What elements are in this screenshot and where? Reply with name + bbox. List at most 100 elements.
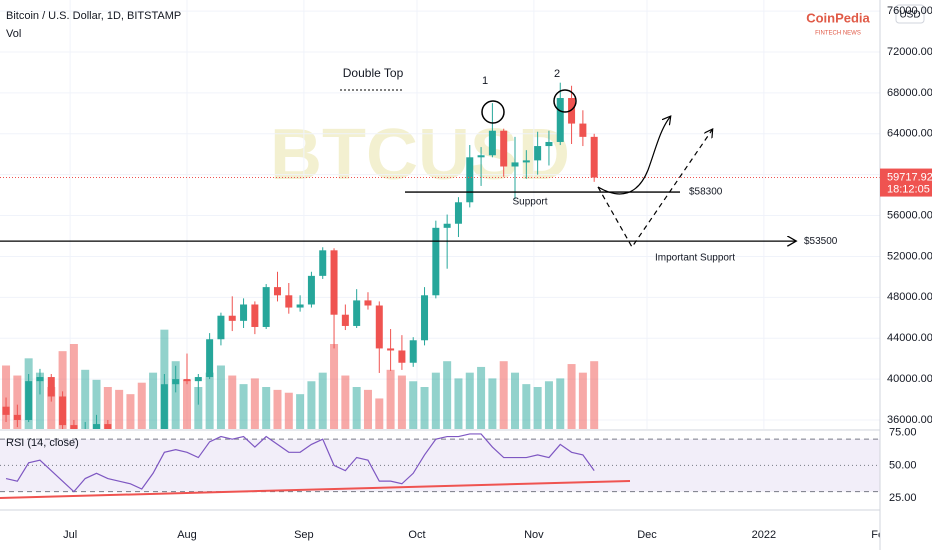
volume-bar <box>499 361 508 429</box>
y-tick-label: 40000.00 <box>887 373 932 385</box>
candle-body <box>240 304 248 321</box>
volume-bar <box>115 389 124 429</box>
y-tick-label: 72000.00 <box>887 46 932 58</box>
y-tick-label: 56000.00 <box>887 209 932 221</box>
candle-body <box>160 384 168 429</box>
candle-body <box>387 348 395 351</box>
rsi-label: RSI (14, close) <box>6 437 79 449</box>
candle-body <box>104 424 112 429</box>
x-tick-label: Nov <box>524 529 544 541</box>
circle <box>481 100 505 124</box>
volume-bar <box>183 379 192 429</box>
brand-tagline: FINTECH NEWS <box>815 31 861 37</box>
volume-bar <box>250 378 259 429</box>
y-tick-label: 64000.00 <box>887 128 932 140</box>
volume-bar <box>296 394 305 429</box>
candle-body <box>556 98 564 142</box>
volume-bar <box>352 387 361 429</box>
volume-bar <box>239 384 248 429</box>
volume-bar <box>363 389 372 429</box>
watermark: BTCUSD <box>270 115 570 195</box>
candle-body <box>500 130 508 167</box>
rsi-pane <box>0 433 880 493</box>
y-tick-label: 44000.00 <box>887 332 932 344</box>
candle-body <box>477 155 485 158</box>
y-tick-label: 36000.00 <box>887 414 932 426</box>
volume-bar <box>386 369 395 429</box>
candle-body <box>375 305 383 349</box>
candle-body <box>251 304 259 327</box>
currency-box[interactable] <box>895 4 925 24</box>
price-axis <box>880 0 932 550</box>
y-tick-label: 68000.00 <box>887 87 932 99</box>
volume-bar <box>420 387 429 429</box>
candle-body <box>217 315 225 340</box>
x-tick-label: 2022 <box>752 529 776 541</box>
candle-body <box>273 287 281 296</box>
volume-bar <box>13 375 22 429</box>
volume-bar <box>397 375 406 429</box>
volume-bar <box>590 361 599 429</box>
x-tick-label: Oct <box>408 529 425 541</box>
candle-body <box>70 425 78 429</box>
volume-bar <box>2 365 11 429</box>
volume-bar <box>567 364 576 429</box>
arrow <box>597 130 712 249</box>
volume-bar <box>228 375 237 429</box>
volume-bar <box>307 381 316 429</box>
currency[interactable]: USD <box>899 10 920 21</box>
candle-body <box>511 162 519 167</box>
circle <box>553 89 577 113</box>
candle-body <box>364 300 372 306</box>
y-tick-label: 52000.00 <box>887 250 932 262</box>
candle-body <box>466 157 474 203</box>
candle-body <box>262 287 270 327</box>
rsi-tick-label: 50.00 <box>889 459 917 471</box>
volume-bar <box>216 365 225 429</box>
annotation: Important Support <box>655 253 735 264</box>
candle-body <box>398 350 406 363</box>
last-price-box <box>880 168 932 197</box>
main-pane <box>0 0 880 429</box>
volume-bar <box>194 387 203 429</box>
y-tick-label: 76000.00 <box>887 5 932 17</box>
candle-body <box>206 339 214 378</box>
candle-body <box>47 377 55 397</box>
candle-body <box>307 275 315 305</box>
rsi-tick-label: 75.00 <box>889 427 917 439</box>
level-label: $58300 <box>689 187 723 198</box>
candle-body <box>285 295 293 308</box>
annotation: 1 <box>482 75 488 87</box>
volume-bar <box>511 372 520 429</box>
rsi-trendline <box>0 480 631 499</box>
candle-body <box>545 141 553 147</box>
candle-body <box>522 160 530 163</box>
volume-bar <box>465 372 474 429</box>
candle-body <box>432 227 440 296</box>
volume-bar <box>318 372 327 429</box>
volume-bar <box>69 344 78 429</box>
volume-bar <box>262 387 271 429</box>
candle-body <box>13 414 21 420</box>
last-price: 59717.92 <box>887 171 932 183</box>
volume-bar <box>544 381 553 429</box>
volume-bar <box>171 361 180 429</box>
annotation: Support <box>512 197 547 208</box>
candle-body <box>183 379 191 382</box>
candle-body <box>421 295 429 341</box>
volume-bar <box>477 366 486 429</box>
volume-bar <box>409 381 418 429</box>
volume-label: Vol <box>6 28 21 40</box>
x-tick-label: Aug <box>177 529 197 541</box>
volume-bar <box>488 378 497 429</box>
volume-bar <box>137 382 146 429</box>
volume-bar <box>284 392 293 429</box>
rsi-tick-label: 25.00 <box>889 492 917 504</box>
volume-bar <box>330 344 339 429</box>
candle-body <box>36 377 44 382</box>
volume-bar <box>35 372 44 429</box>
volume-bar <box>273 389 282 429</box>
candle-body <box>93 424 101 429</box>
volume-bar <box>103 387 112 429</box>
